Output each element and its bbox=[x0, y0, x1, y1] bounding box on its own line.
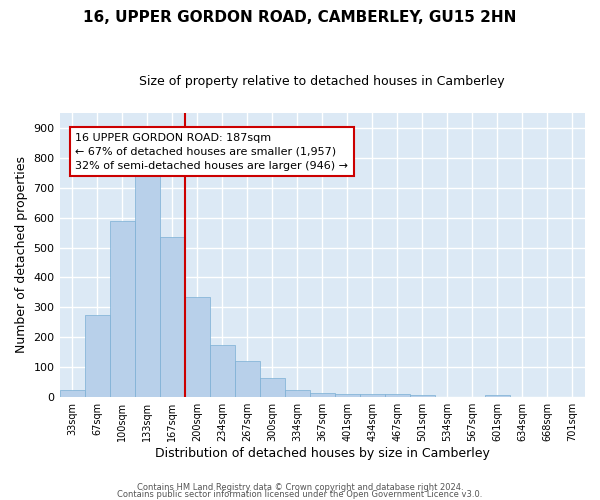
Bar bbox=[360, 394, 385, 397]
Bar bbox=[485, 395, 510, 397]
Bar bbox=[134, 176, 160, 397]
Y-axis label: Number of detached properties: Number of detached properties bbox=[15, 156, 28, 354]
Text: 16, UPPER GORDON ROAD, CAMBERLEY, GU15 2HN: 16, UPPER GORDON ROAD, CAMBERLEY, GU15 2… bbox=[83, 10, 517, 25]
Bar bbox=[59, 390, 85, 397]
Bar bbox=[335, 394, 360, 397]
Bar bbox=[85, 315, 110, 397]
Bar bbox=[160, 237, 185, 397]
Text: 16 UPPER GORDON ROAD: 187sqm
← 67% of detached houses are smaller (1,957)
32% of: 16 UPPER GORDON ROAD: 187sqm ← 67% of de… bbox=[76, 132, 349, 170]
Title: Size of property relative to detached houses in Camberley: Size of property relative to detached ho… bbox=[139, 75, 505, 88]
Bar bbox=[260, 378, 285, 397]
Bar bbox=[310, 392, 335, 397]
Text: Contains public sector information licensed under the Open Government Licence v3: Contains public sector information licen… bbox=[118, 490, 482, 499]
Bar bbox=[385, 394, 410, 397]
X-axis label: Distribution of detached houses by size in Camberley: Distribution of detached houses by size … bbox=[155, 447, 490, 460]
Bar bbox=[235, 362, 260, 397]
Bar bbox=[185, 297, 209, 397]
Bar bbox=[209, 345, 235, 397]
Bar bbox=[285, 390, 310, 397]
Bar bbox=[410, 395, 435, 397]
Text: Contains HM Land Registry data © Crown copyright and database right 2024.: Contains HM Land Registry data © Crown c… bbox=[137, 484, 463, 492]
Bar bbox=[110, 220, 134, 397]
